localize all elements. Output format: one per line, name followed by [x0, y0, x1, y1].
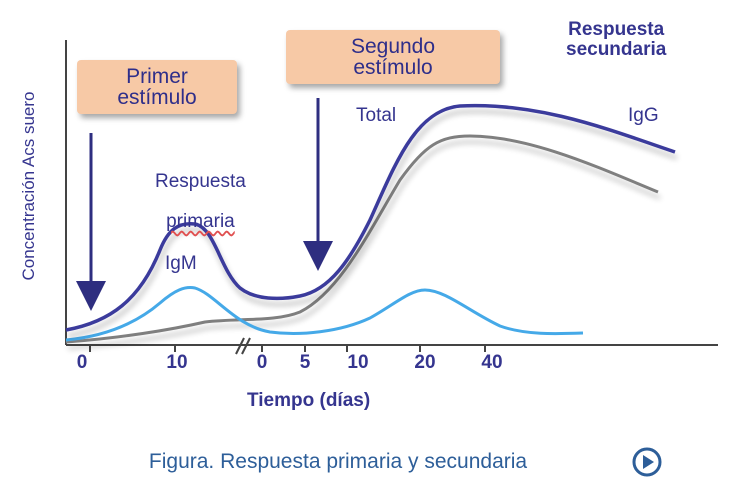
first-stimulus-label: Primer estímulo — [117, 65, 197, 109]
primary-response-word2: primaria — [166, 211, 235, 232]
x-axis-label: Tiempo (días) — [247, 390, 371, 411]
x-tick-label: 0 — [76, 352, 88, 373]
x-tick-label: 20 — [414, 352, 436, 373]
axis-break-icon — [235, 337, 251, 355]
igm-curve — [65, 286, 584, 342]
total-curve-label: Total — [356, 105, 397, 126]
x-axis-tick-marks — [89, 345, 486, 352]
immune-response-diagram: Primer estímulo Segundo estímulo Respues… — [19, 19, 718, 411]
igm-curve-label: IgM — [165, 253, 197, 274]
igg-curve — [65, 134, 659, 344]
x-tick-label: 10 — [347, 352, 369, 373]
igg-curve-label: IgG — [628, 105, 659, 126]
x-tick-label: 5 — [299, 352, 311, 373]
primary-response-label: Respuesta primaria — [155, 152, 246, 232]
x-tick-label: 10 — [166, 352, 188, 373]
diagram-canvas — [65, 40, 718, 355]
play-circle-icon — [632, 447, 662, 477]
y-axis-label: Concentración Acs suero — [19, 91, 38, 281]
primary-response-word1: Respuesta — [155, 171, 246, 192]
play-button[interactable] — [632, 447, 662, 477]
x-tick-label: 40 — [481, 352, 503, 373]
figure-caption: Figura. Respuesta primaria y secundaria — [148, 450, 528, 473]
first-stimulus-box: Primer estímulo — [77, 60, 237, 114]
x-tick-label: 0 — [256, 352, 268, 373]
total-curve — [65, 103, 676, 332]
second-stimulus-box: Segundo estímulo — [286, 30, 500, 84]
secondary-response-label: Respuesta secundaria — [566, 19, 667, 60]
second-stimulus-label: Segundo estímulo — [350, 35, 436, 79]
